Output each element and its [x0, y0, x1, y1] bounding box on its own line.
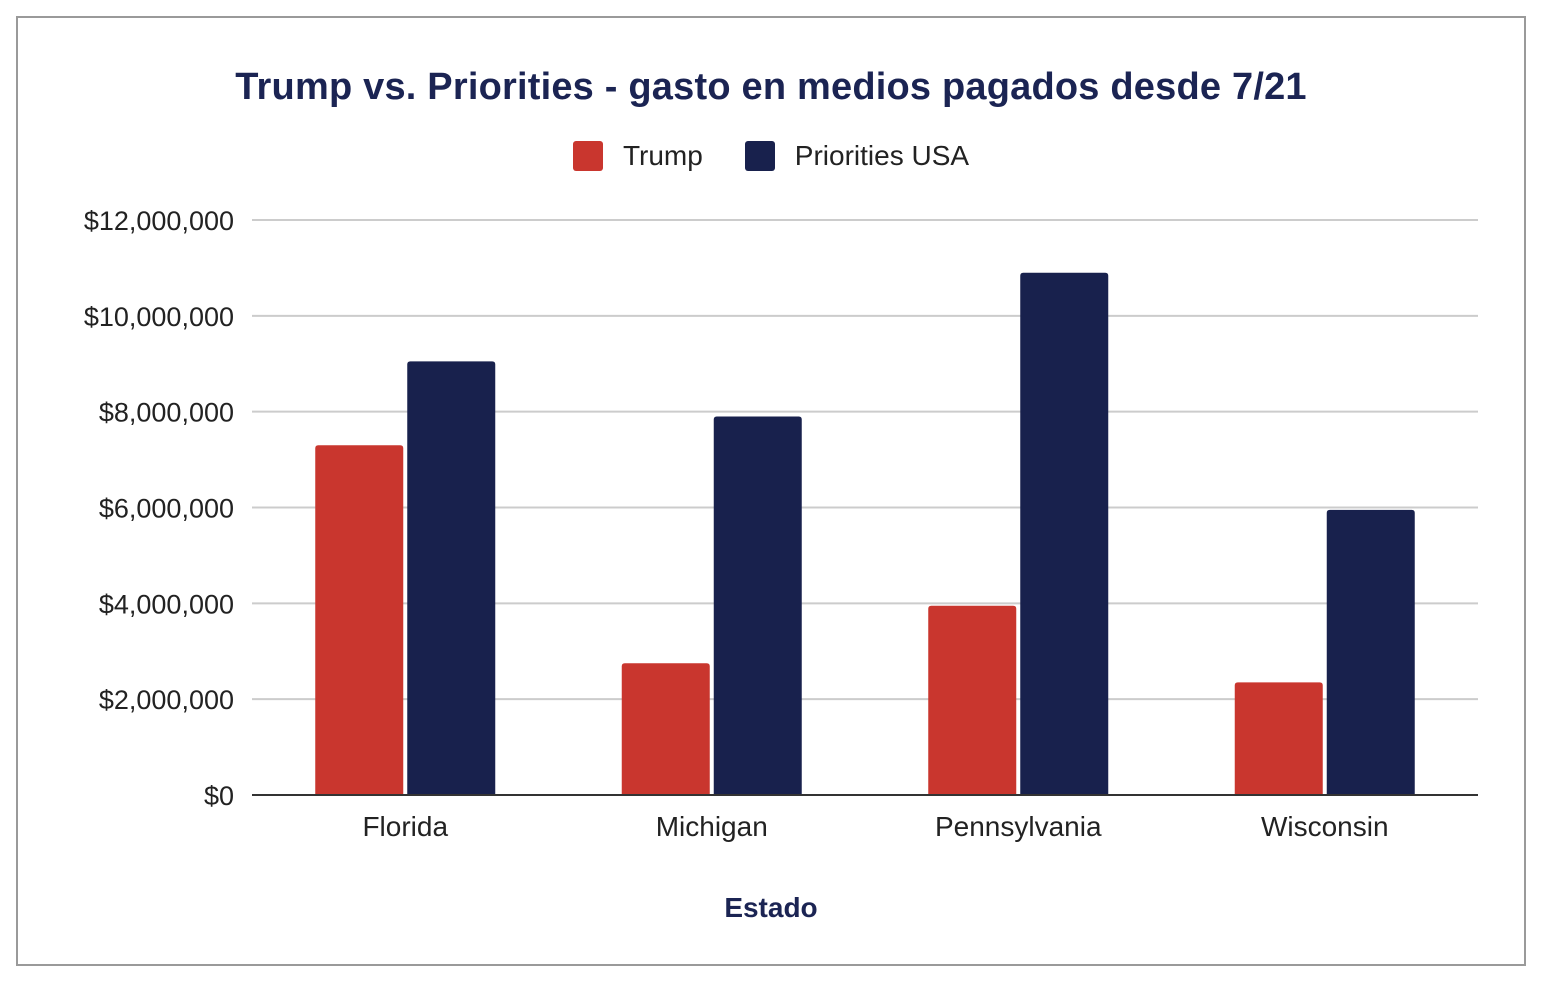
- bar-priorities-usa-wisconsin: [1326, 509, 1415, 795]
- x-tick-label: Michigan: [656, 811, 768, 842]
- x-tick-label: Wisconsin: [1261, 811, 1389, 842]
- bar-trump-michigan: [621, 663, 710, 795]
- legend-item-priorities-usa: Priorities USA: [744, 140, 970, 172]
- x-tick-label: Florida: [362, 811, 448, 842]
- legend-swatch-priorities-usa: [744, 141, 775, 171]
- legend-item-trump: Trump: [572, 140, 703, 172]
- axis-layer: $0 $2,000,000 $4,000,000 $6,000,000 $8,000,0…: [84, 206, 1478, 842]
- bar-trump-florida: [315, 445, 404, 795]
- bar-trump-pennsylvania: [928, 605, 1017, 795]
- y-tick-label: $10,000,000: [84, 302, 234, 332]
- legend-label-priorities-usa: Priorities USA: [794, 140, 970, 171]
- y-tick-label: $0: [204, 781, 234, 811]
- y-tick-label: $12,000,000: [84, 206, 234, 236]
- y-tick-label: $8,000,000: [99, 398, 234, 428]
- bar-priorities-usa-michigan: [713, 416, 802, 795]
- bar-priorities-usa-florida: [407, 361, 496, 795]
- legend-swatch-trump: [572, 141, 603, 171]
- bar-priorities-usa-pennsylvania: [1020, 272, 1109, 795]
- y-tick-label: $4,000,000: [99, 589, 234, 619]
- y-tick-label: $6,000,000: [99, 494, 234, 524]
- chart-title: Trump vs. Priorities - gasto en medios p…: [235, 66, 1307, 108]
- x-axis-title: Estado: [724, 892, 818, 923]
- bar-trump-wisconsin: [1234, 682, 1323, 795]
- bar-layer: [315, 272, 1415, 795]
- y-tick-label: $2,000,000: [99, 685, 234, 715]
- chart-legend: Trump Priorities USA: [0, 140, 1542, 172]
- x-tick-label: Pennsylvania: [935, 811, 1102, 842]
- legend-label-trump: Trump: [622, 140, 703, 171]
